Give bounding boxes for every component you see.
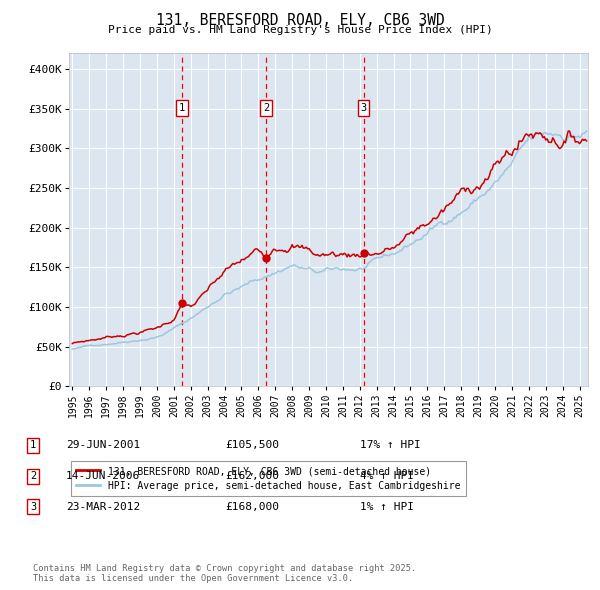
Text: Contains HM Land Registry data © Crown copyright and database right 2025.
This d: Contains HM Land Registry data © Crown c…: [33, 563, 416, 583]
Text: Price paid vs. HM Land Registry's House Price Index (HPI): Price paid vs. HM Land Registry's House …: [107, 25, 493, 35]
Text: 2: 2: [263, 103, 269, 113]
Text: 3: 3: [361, 103, 367, 113]
Text: 1: 1: [30, 441, 36, 450]
Text: 2: 2: [30, 471, 36, 481]
Text: 29-JUN-2001: 29-JUN-2001: [66, 441, 140, 450]
Text: 131, BERESFORD ROAD, ELY, CB6 3WD: 131, BERESFORD ROAD, ELY, CB6 3WD: [155, 13, 445, 28]
Text: 4% ↑ HPI: 4% ↑ HPI: [360, 471, 414, 481]
Text: 1: 1: [179, 103, 185, 113]
Text: 17% ↑ HPI: 17% ↑ HPI: [360, 441, 421, 450]
Legend: 131, BERESFORD ROAD, ELY, CB6 3WD (semi-detached house), HPI: Average price, sem: 131, BERESFORD ROAD, ELY, CB6 3WD (semi-…: [71, 461, 466, 496]
Text: £105,500: £105,500: [225, 441, 279, 450]
Text: 23-MAR-2012: 23-MAR-2012: [66, 502, 140, 512]
Text: £168,000: £168,000: [225, 502, 279, 512]
Text: £162,000: £162,000: [225, 471, 279, 481]
Text: 1% ↑ HPI: 1% ↑ HPI: [360, 502, 414, 512]
Text: 3: 3: [30, 502, 36, 512]
Text: 14-JUN-2006: 14-JUN-2006: [66, 471, 140, 481]
